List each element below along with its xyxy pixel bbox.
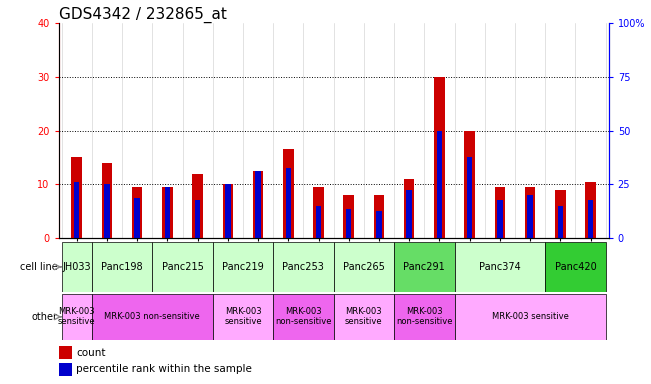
Bar <box>558 206 563 238</box>
Text: other: other <box>32 312 58 322</box>
Bar <box>225 184 230 238</box>
Bar <box>545 242 605 292</box>
Text: Panc291: Panc291 <box>404 262 445 272</box>
Bar <box>344 195 354 238</box>
Bar <box>316 206 321 238</box>
Bar <box>333 242 394 292</box>
Bar <box>527 195 533 238</box>
Text: JH033: JH033 <box>62 262 91 272</box>
Bar <box>525 187 535 238</box>
Bar <box>132 187 143 238</box>
Bar <box>406 190 412 238</box>
Text: Panc219: Panc219 <box>222 262 264 272</box>
Bar <box>286 168 291 238</box>
Bar <box>102 163 112 238</box>
Bar <box>394 242 454 292</box>
Text: count: count <box>76 348 105 358</box>
Bar <box>283 149 294 238</box>
Bar <box>213 294 273 340</box>
Bar <box>104 184 109 238</box>
Bar <box>59 346 72 359</box>
Text: Panc374: Panc374 <box>479 262 521 272</box>
Bar <box>223 184 233 238</box>
Text: Panc253: Panc253 <box>283 262 324 272</box>
Bar <box>62 294 92 340</box>
Bar <box>497 200 503 238</box>
Bar <box>394 294 454 340</box>
Bar <box>74 182 79 238</box>
Text: Panc215: Panc215 <box>161 262 204 272</box>
Bar <box>464 131 475 238</box>
Text: MRK-003
sensitive: MRK-003 sensitive <box>58 307 96 326</box>
Bar <box>313 187 324 238</box>
Bar <box>376 211 381 238</box>
Bar <box>62 242 92 292</box>
Text: MRK-003
sensitive: MRK-003 sensitive <box>224 307 262 326</box>
Text: Panc198: Panc198 <box>102 262 143 272</box>
Bar <box>467 157 473 238</box>
Text: MRK-003
non-sensitive: MRK-003 non-sensitive <box>396 307 452 326</box>
Bar <box>162 187 173 238</box>
Bar <box>165 187 170 238</box>
Bar <box>213 242 273 292</box>
Text: MRK-003
sensitive: MRK-003 sensitive <box>345 307 383 326</box>
Text: MRK-003
non-sensitive: MRK-003 non-sensitive <box>275 307 331 326</box>
Bar <box>59 363 72 376</box>
Bar <box>255 171 261 238</box>
Bar <box>273 294 333 340</box>
Bar <box>404 179 415 238</box>
Text: GDS4342 / 232865_at: GDS4342 / 232865_at <box>59 7 227 23</box>
Bar <box>152 242 213 292</box>
Text: Panc420: Panc420 <box>555 262 596 272</box>
Bar <box>135 198 140 238</box>
Bar <box>92 294 213 340</box>
Bar <box>253 171 264 238</box>
Bar <box>374 195 384 238</box>
Bar <box>555 190 566 238</box>
Bar <box>195 200 201 238</box>
Bar <box>585 182 596 238</box>
Bar <box>434 77 445 238</box>
Text: MRK-003 sensitive: MRK-003 sensitive <box>492 312 568 321</box>
Text: Panc265: Panc265 <box>343 262 385 272</box>
Bar <box>588 200 593 238</box>
Bar <box>495 187 505 238</box>
Bar <box>273 242 333 292</box>
Bar <box>346 209 352 238</box>
Text: cell line: cell line <box>20 262 58 272</box>
Bar <box>72 157 82 238</box>
Bar <box>454 242 545 292</box>
Bar <box>192 174 203 238</box>
Bar <box>454 294 605 340</box>
Text: MRK-003 non-sensitive: MRK-003 non-sensitive <box>104 312 200 321</box>
Text: percentile rank within the sample: percentile rank within the sample <box>76 364 252 374</box>
Bar <box>437 131 442 238</box>
Bar <box>92 242 152 292</box>
Bar <box>333 294 394 340</box>
